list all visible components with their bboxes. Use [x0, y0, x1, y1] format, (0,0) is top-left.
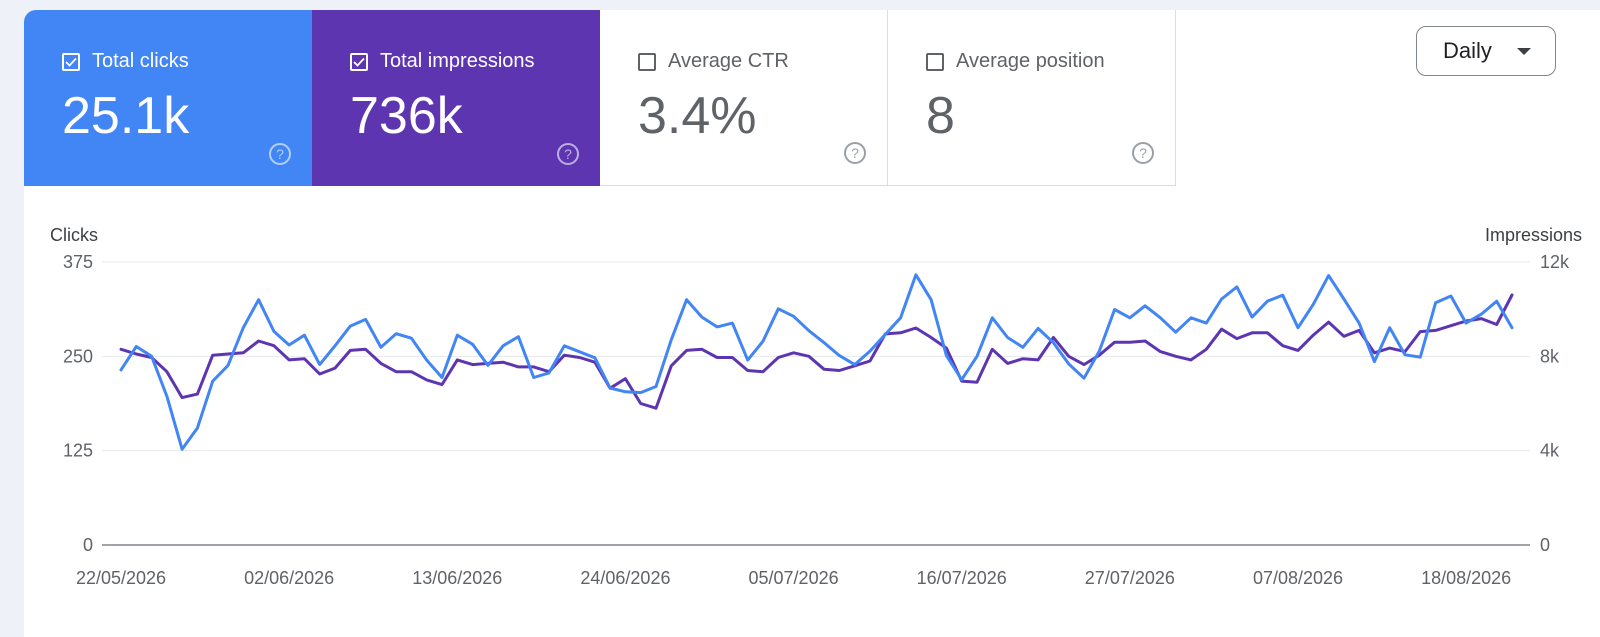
metric-card-average-ctr[interactable]: Average CTR 3.4% ? [600, 10, 888, 186]
x-tick-label: 05/07/2026 [749, 568, 839, 588]
svg-text:?: ? [851, 145, 859, 161]
y-right-tick-label: 0 [1540, 535, 1550, 555]
help-circle-icon[interactable]: ? [268, 142, 292, 166]
y-axis-right-title: Impressions [1485, 225, 1582, 245]
help-circle-icon[interactable]: ? [843, 141, 867, 165]
help-circle-icon[interactable]: ? [556, 142, 580, 166]
metric-card-total-clicks[interactable]: Total clicks 25.1k ? [24, 10, 312, 186]
checkbox-icon[interactable] [926, 52, 944, 71]
metric-label: Average CTR [668, 50, 789, 72]
series-line-total-clicks [119, 273, 1514, 451]
caret-down-icon [1517, 48, 1531, 55]
metric-label: Average position [956, 50, 1105, 72]
y-left-tick-label: 0 [83, 535, 93, 555]
metric-card-average-position[interactable]: Average position 8 ? [888, 10, 1176, 186]
checkbox-icon[interactable] [350, 52, 368, 71]
y-left-tick-label: 125 [63, 441, 93, 461]
metric-value: 25.1k [62, 87, 190, 145]
y-axis-left-title: Clicks [50, 225, 98, 245]
svg-text:?: ? [276, 146, 284, 162]
x-tick-label: 02/06/2026 [244, 568, 334, 588]
x-tick-label: 18/08/2026 [1421, 568, 1511, 588]
help-circle-icon[interactable]: ? [1131, 141, 1155, 165]
metric-value: 8 [926, 87, 955, 145]
y-right-tick-label: 8k [1540, 346, 1560, 366]
x-tick-label: 27/07/2026 [1085, 568, 1175, 588]
granularity-dropdown[interactable]: Daily [1416, 26, 1556, 76]
x-tick-label: 16/07/2026 [917, 568, 1007, 588]
y-right-tick-label: 12k [1540, 252, 1570, 272]
x-tick-label: 24/06/2026 [580, 568, 670, 588]
metric-label: Total impressions [380, 50, 535, 72]
metric-value: 3.4% [638, 87, 757, 145]
y-left-tick-label: 375 [63, 252, 93, 272]
performance-panel: Total clicks 25.1k ? Total impressions 7… [24, 10, 1600, 637]
metric-card-total-impressions[interactable]: Total impressions 736k ? [312, 10, 600, 186]
x-tick-label: 22/05/2026 [76, 568, 166, 588]
y-right-tick-label: 4k [1540, 441, 1560, 461]
svg-text:?: ? [1139, 145, 1147, 161]
dropdown-selected-label: Daily [1443, 38, 1492, 63]
y-left-tick-label: 250 [63, 346, 93, 366]
metric-value: 736k [350, 87, 463, 145]
metric-label: Total clicks [92, 50, 189, 72]
checkbox-icon[interactable] [62, 52, 80, 71]
x-tick-label: 13/06/2026 [412, 568, 502, 588]
series-line-total-impressions [119, 293, 1514, 410]
svg-text:?: ? [564, 146, 572, 162]
x-tick-label: 07/08/2026 [1253, 568, 1343, 588]
checkbox-icon[interactable] [638, 52, 656, 71]
